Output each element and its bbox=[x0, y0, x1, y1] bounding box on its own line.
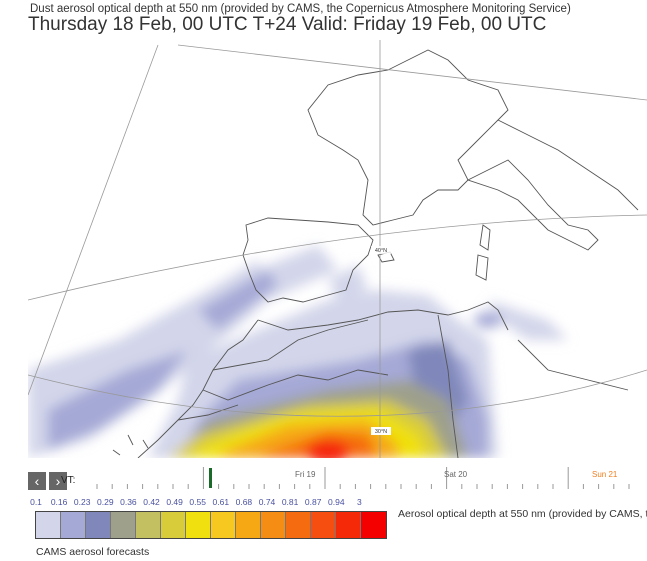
legend-swatch bbox=[136, 512, 161, 538]
legend-tick: 0.1 bbox=[30, 497, 42, 507]
legend-tick: 3 bbox=[357, 497, 362, 507]
legend-swatch bbox=[236, 512, 261, 538]
legend-swatch bbox=[61, 512, 86, 538]
vt-label: VT: bbox=[61, 475, 76, 486]
legend-swatch bbox=[311, 512, 336, 538]
legend-tick: 0.29 bbox=[97, 497, 114, 507]
legend-swatch bbox=[36, 512, 61, 538]
coastlines bbox=[112, 49, 639, 458]
legend-tick: 0.55 bbox=[189, 497, 206, 507]
chevron-left-icon[interactable]: ‹ bbox=[28, 472, 46, 490]
legend-caption: Aerosol optical depth at 550 nm (provide… bbox=[398, 508, 647, 520]
chevron-right-icon[interactable]: › bbox=[49, 472, 67, 490]
color-legend bbox=[35, 511, 387, 539]
legend-swatch bbox=[86, 512, 111, 538]
legend-swatch bbox=[161, 512, 186, 538]
legend-tick: 0.68 bbox=[235, 497, 253, 507]
map-subtitle: Dust aerosol optical depth at 550 nm (pr… bbox=[30, 3, 571, 15]
timeline-slider[interactable] bbox=[80, 465, 647, 495]
current-time-marker[interactable] bbox=[209, 468, 212, 488]
legend-tick: 0.94 bbox=[328, 497, 345, 507]
legend-tick: 0.42 bbox=[143, 497, 160, 507]
legend-tick: 0.61 bbox=[212, 497, 230, 507]
legend-swatch bbox=[336, 512, 361, 538]
legend-tick: 0.49 bbox=[166, 497, 183, 507]
legend-swatch bbox=[211, 512, 236, 538]
legend-swatch bbox=[286, 512, 311, 538]
dust-field bbox=[28, 245, 568, 458]
page-title: Thursday 18 Feb, 00 UTC T+24 Valid: Frid… bbox=[28, 14, 547, 35]
day-fri[interactable]: Fri 19 bbox=[295, 470, 316, 479]
legend-tick: 0.23 bbox=[73, 497, 91, 507]
legend-tick: 0.81 bbox=[281, 497, 299, 507]
legend-tick: 0.87 bbox=[304, 497, 322, 507]
legend-swatch bbox=[186, 512, 211, 538]
legend-swatch bbox=[261, 512, 286, 538]
lat-label-40: 40°N bbox=[375, 248, 387, 254]
day-sat[interactable]: Sat 20 bbox=[444, 470, 468, 479]
footer-label: CAMS aerosol forecasts bbox=[36, 546, 150, 558]
lat-label-30: 30°N bbox=[375, 429, 387, 435]
legend-swatch bbox=[361, 512, 386, 538]
legend-swatch bbox=[111, 512, 136, 538]
legend-tick: 0.16 bbox=[50, 497, 68, 507]
legend-tick: 0.74 bbox=[258, 497, 276, 507]
day-sun[interactable]: Sun 21 bbox=[592, 470, 618, 479]
dust-map[interactable]: 40°N 30°N bbox=[28, 40, 647, 458]
legend-tick: 0.36 bbox=[120, 497, 137, 507]
